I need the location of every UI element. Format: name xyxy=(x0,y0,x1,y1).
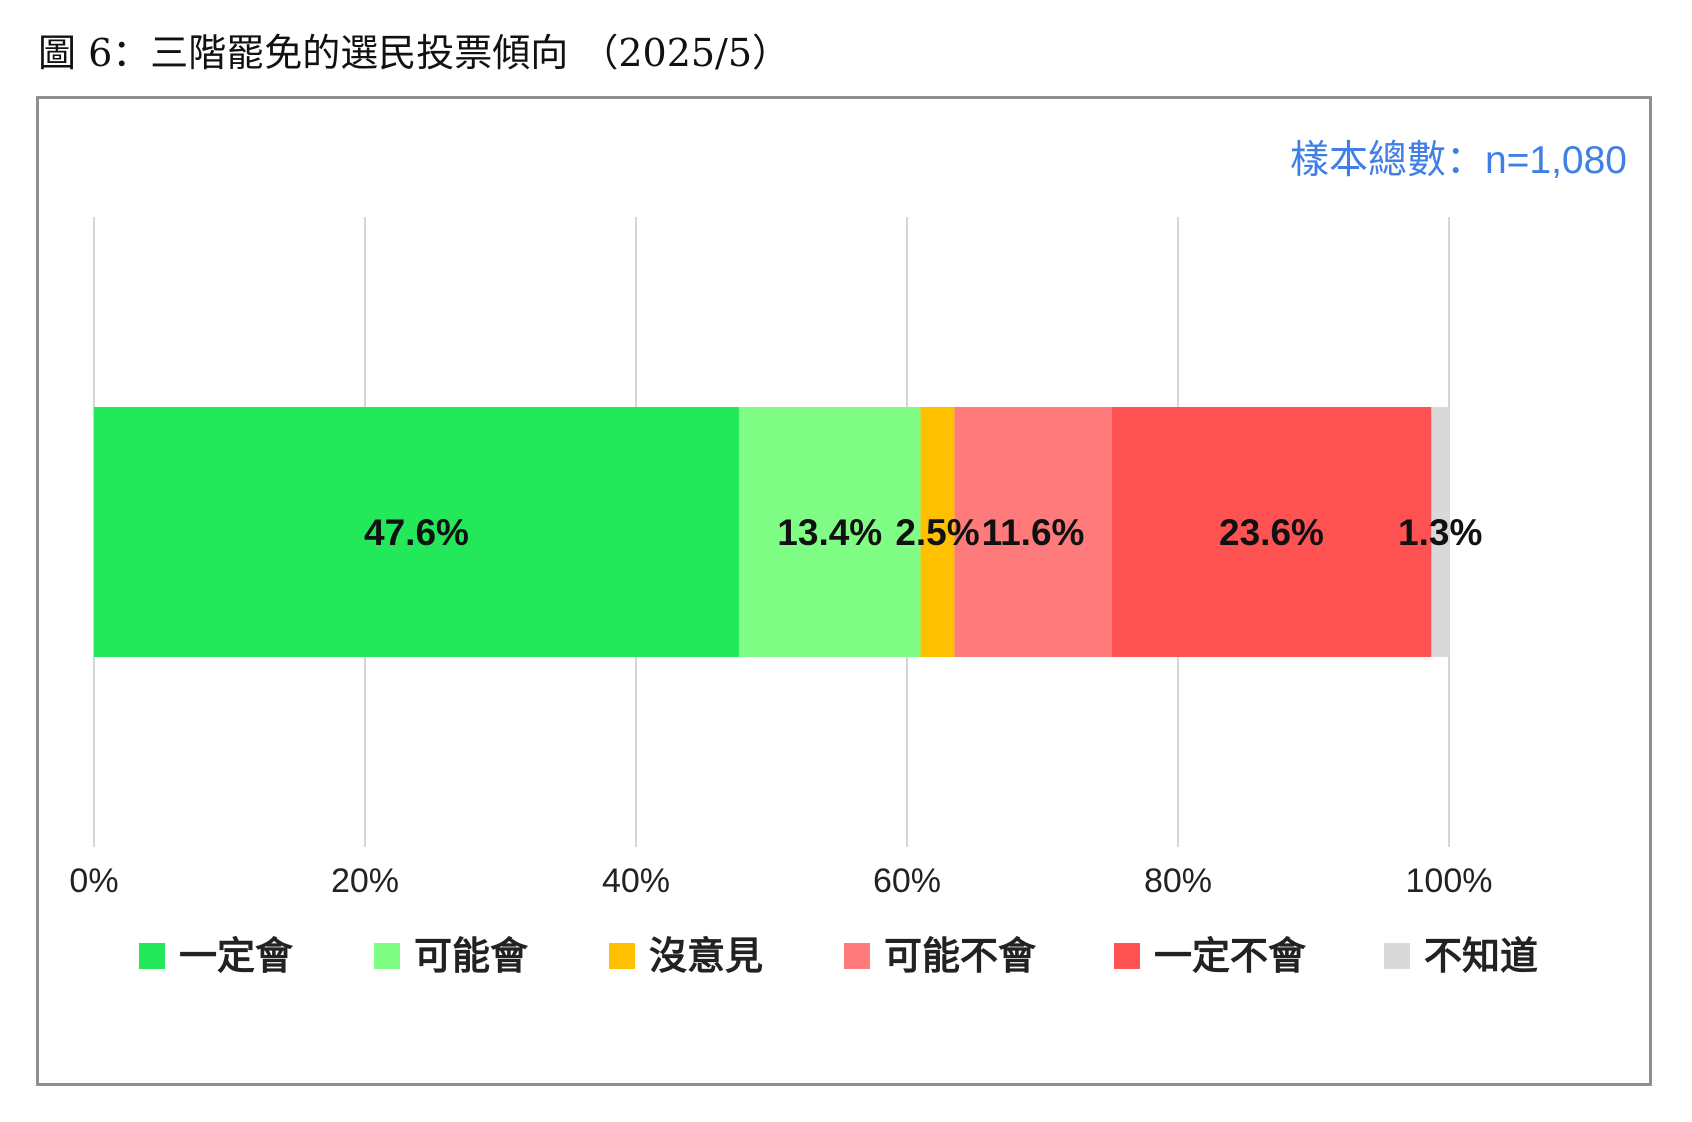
page-title: 圖 6：三階罷免的選民投票傾向 （2025/5） xyxy=(38,31,791,75)
data-labels: 47.6% 13.4% 2.5% 11.6% 23.6% 1.3% xyxy=(364,512,1482,553)
bar-segments xyxy=(94,407,1449,657)
x-tick-label: 80% xyxy=(1144,862,1212,900)
legend-label: 可能會 xyxy=(414,934,529,978)
bar-segment xyxy=(94,407,739,657)
x-tick-label: 60% xyxy=(873,862,941,900)
data-label: 2.5% xyxy=(895,512,979,553)
legend-swatch xyxy=(139,943,165,969)
legend-label: 可能不會 xyxy=(884,934,1037,978)
x-tick-label: 100% xyxy=(1406,862,1493,900)
legend-swatch xyxy=(1384,943,1410,969)
chart-frame: 樣本總數：n=1,080 47.6% 13.4% 2.5% 11.6% 23.6% 1.3… xyxy=(36,96,1652,1086)
sample-size-note: 樣本總數：n=1,080 xyxy=(1290,139,1627,182)
legend-swatch xyxy=(844,943,870,969)
legend-label: 一定會 xyxy=(179,934,294,978)
legend-swatch xyxy=(609,943,635,969)
legend-label: 一定不會 xyxy=(1154,934,1307,978)
bar-segment xyxy=(1111,407,1432,657)
bar-segment xyxy=(954,407,1112,657)
data-label: 23.6% xyxy=(1219,512,1324,553)
legend: 一定會 可能會 沒意見 可能不會 一定不會 不知道 xyxy=(139,934,1538,978)
data-label: 47.6% xyxy=(364,512,469,553)
x-tick-label: 20% xyxy=(331,862,399,900)
data-label: 1.3% xyxy=(1398,512,1482,553)
bar-segment xyxy=(738,407,921,657)
legend-label: 沒意見 xyxy=(649,934,763,978)
legend-swatch xyxy=(374,943,400,969)
bar-segment xyxy=(1431,407,1449,657)
data-label: 13.4% xyxy=(777,512,882,553)
x-tick-label: 0% xyxy=(69,862,118,900)
bar-segment xyxy=(920,407,955,657)
x-axis-ticks: 0% 20% 40% 60% 80% 100% xyxy=(69,862,1492,900)
x-tick-label: 40% xyxy=(602,862,670,900)
stacked-bar-chart: 樣本總數：n=1,080 47.6% 13.4% 2.5% 11.6% 23.6% 1.3… xyxy=(69,139,1627,978)
legend-label: 不知道 xyxy=(1424,934,1538,978)
legend-swatch xyxy=(1114,943,1140,969)
data-label: 11.6% xyxy=(982,512,1085,553)
